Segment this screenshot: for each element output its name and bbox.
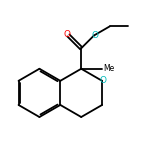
Text: O: O	[92, 31, 98, 40]
Text: O: O	[64, 31, 71, 40]
Text: O: O	[100, 76, 107, 85]
Text: Me: Me	[104, 64, 115, 73]
